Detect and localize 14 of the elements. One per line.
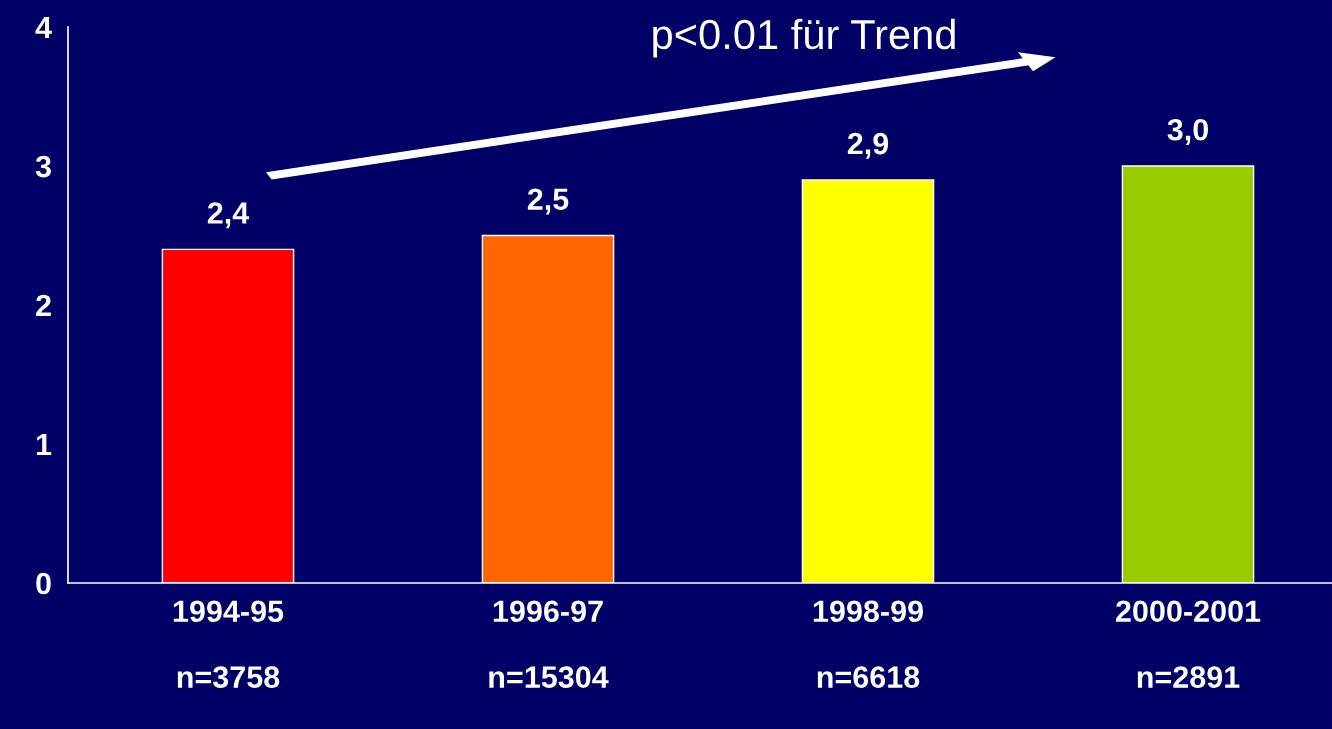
category-label: 2000-2001 n=2891 bbox=[1116, 600, 1261, 688]
y-tick-label: 4 bbox=[35, 17, 52, 39]
data-label: 2,9 bbox=[847, 132, 889, 159]
y-tick-label: 3 bbox=[35, 155, 51, 178]
y-tick-label: 1 bbox=[36, 434, 52, 456]
category-label: 1994-95 n=3758 bbox=[173, 600, 284, 688]
category-label: 1996-97 n=15304 bbox=[489, 600, 609, 688]
data-label: 3,0 bbox=[1167, 118, 1208, 145]
y-tick-label: 0 bbox=[36, 572, 51, 595]
data-label: 2,5 bbox=[527, 188, 569, 215]
category-label: 1998-99 n=6618 bbox=[813, 600, 923, 688]
annotation: p<0.01 für Trend bbox=[653, 18, 955, 58]
data-label: 2,4 bbox=[207, 202, 250, 229]
y-tick-label: 2 bbox=[36, 294, 51, 317]
